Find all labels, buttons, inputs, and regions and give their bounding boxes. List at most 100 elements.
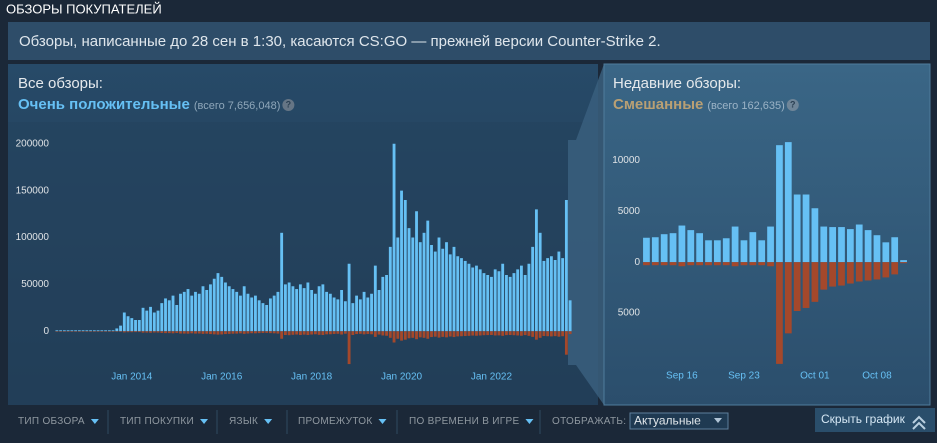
bar bbox=[392, 331, 396, 343]
notice-bar bbox=[8, 22, 930, 60]
bar bbox=[321, 331, 325, 335]
bar bbox=[340, 290, 344, 332]
bar bbox=[433, 251, 437, 332]
y-tick-label: 5000 bbox=[618, 206, 641, 217]
summary-total: (всего 7,656,048) bbox=[194, 100, 281, 112]
bar bbox=[257, 331, 261, 334]
bar bbox=[355, 331, 359, 335]
bar bbox=[448, 331, 452, 337]
bar bbox=[490, 331, 493, 335]
help-icon[interactable] bbox=[786, 99, 799, 111]
bar bbox=[325, 291, 329, 332]
bar bbox=[149, 306, 152, 332]
bar bbox=[239, 331, 242, 334]
display-select[interactable] bbox=[629, 412, 729, 430]
bar bbox=[396, 331, 400, 339]
bar bbox=[227, 331, 231, 334]
bar bbox=[811, 208, 819, 263]
bar bbox=[471, 331, 475, 336]
bar bbox=[486, 275, 490, 332]
bar bbox=[561, 258, 565, 332]
bar bbox=[388, 331, 392, 338]
bar bbox=[317, 331, 321, 335]
bar bbox=[463, 331, 467, 337]
bar bbox=[531, 331, 535, 337]
bar bbox=[493, 331, 497, 336]
help-icon-text[interactable]: ? bbox=[286, 99, 292, 109]
recent-reviews-panel bbox=[603, 63, 931, 406]
bar bbox=[381, 276, 385, 332]
bar bbox=[145, 310, 149, 332]
bar bbox=[392, 143, 396, 332]
bar bbox=[448, 254, 452, 332]
help-icon-text[interactable]: ? bbox=[790, 99, 796, 109]
bar bbox=[467, 331, 471, 336]
bar bbox=[66, 330, 70, 332]
bar bbox=[564, 331, 568, 355]
bar bbox=[388, 246, 392, 332]
bar bbox=[216, 273, 220, 332]
bar bbox=[216, 331, 220, 335]
bar bbox=[280, 331, 284, 339]
bar bbox=[802, 194, 810, 263]
bar bbox=[516, 331, 520, 336]
filter-label[interactable]: ТИП ПОКУПКИ bbox=[120, 416, 194, 427]
bar bbox=[141, 307, 145, 332]
bar bbox=[336, 299, 340, 332]
bar bbox=[92, 330, 96, 332]
bar bbox=[310, 331, 314, 335]
bar bbox=[201, 286, 205, 332]
bar bbox=[445, 242, 448, 332]
bar bbox=[100, 331, 104, 332]
collapse-icon[interactable] bbox=[912, 421, 926, 430]
filter-label[interactable]: ТИП ОБЗОРА bbox=[18, 416, 85, 427]
bar bbox=[362, 331, 366, 335]
help-icon[interactable] bbox=[282, 99, 295, 111]
bar bbox=[749, 262, 757, 266]
bar bbox=[422, 331, 426, 338]
bar bbox=[55, 330, 59, 332]
bar bbox=[242, 286, 246, 332]
bar bbox=[829, 227, 837, 263]
bar bbox=[430, 331, 433, 338]
bar bbox=[332, 331, 336, 334]
filter-label[interactable]: ПРОМЕЖУТОК bbox=[298, 416, 372, 427]
bar bbox=[164, 331, 167, 334]
bar bbox=[381, 331, 385, 336]
hide-graph-text[interactable]: Скрыть график bbox=[821, 412, 906, 426]
bar bbox=[250, 331, 254, 334]
bar bbox=[497, 331, 501, 336]
bar bbox=[445, 331, 448, 338]
x-tick-label: Oct 08 bbox=[862, 371, 892, 382]
bar bbox=[62, 331, 66, 332]
bar bbox=[246, 331, 250, 334]
bar bbox=[767, 262, 774, 267]
bar bbox=[179, 293, 182, 332]
bar bbox=[784, 262, 792, 334]
bar bbox=[678, 262, 686, 267]
x-tick-label: Sep 23 bbox=[728, 371, 760, 382]
bar bbox=[85, 331, 89, 332]
notice-text: Обзоры, написанные до 28 сен в 1:30, кас… bbox=[19, 33, 661, 50]
bar bbox=[505, 331, 508, 336]
bar bbox=[475, 265, 478, 332]
bar bbox=[377, 331, 381, 335]
bar bbox=[400, 190, 403, 332]
bar bbox=[758, 240, 766, 263]
bar bbox=[119, 331, 122, 332]
bar bbox=[855, 224, 863, 263]
bar bbox=[516, 269, 520, 332]
bar bbox=[891, 237, 899, 263]
bar bbox=[257, 300, 261, 332]
bar bbox=[520, 265, 523, 332]
chart-area bbox=[8, 122, 598, 405]
bar bbox=[731, 262, 739, 267]
collapse-icon[interactable] bbox=[912, 415, 926, 424]
bar bbox=[501, 263, 505, 332]
bar bbox=[268, 298, 272, 332]
bar bbox=[201, 331, 205, 334]
filter-label[interactable]: ЯЗЫК bbox=[229, 416, 258, 427]
bar bbox=[186, 289, 190, 332]
filter-label[interactable]: ПО ВРЕМЕНИ В ИГРЕ bbox=[409, 416, 519, 427]
display-select-value[interactable]: Актуальные bbox=[634, 414, 701, 428]
